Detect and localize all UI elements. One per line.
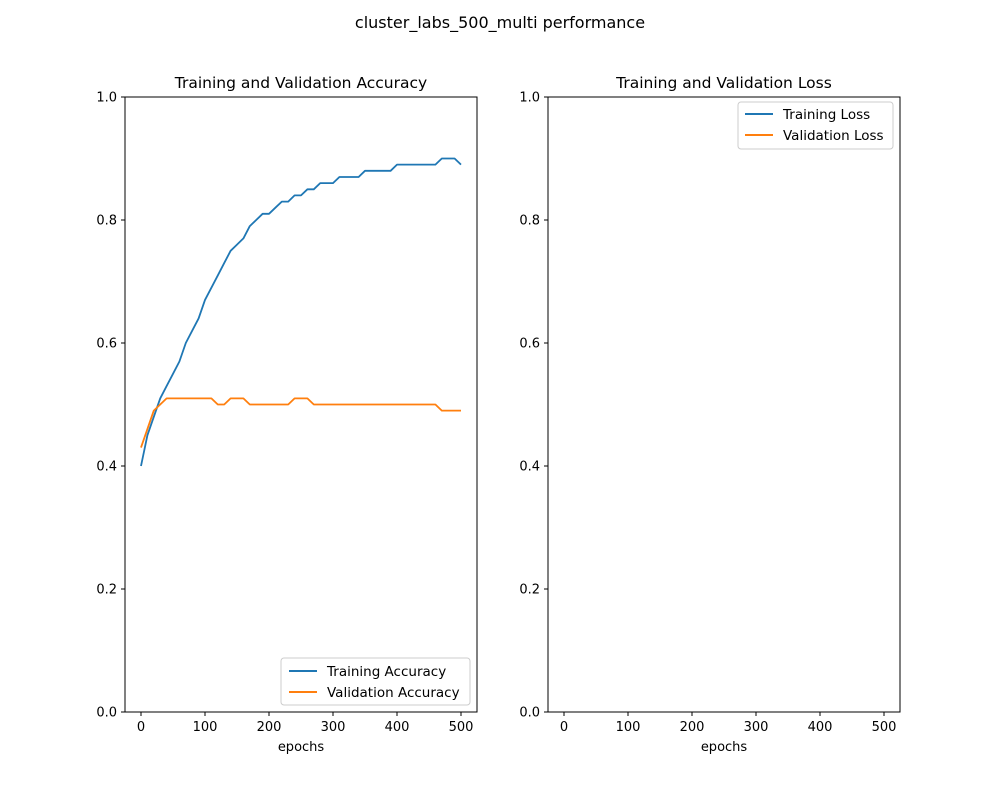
loss-x-tick-label: 100 <box>616 720 641 735</box>
accuracy-y-tick-label: 1.0 <box>96 91 117 106</box>
loss-y-ticks: 0.0 0.2 0.4 0.6 0.8 1.0 <box>519 91 548 721</box>
accuracy-plot-frame <box>124 96 478 713</box>
legend-label-training-loss: Training Loss <box>782 107 870 123</box>
accuracy-x-tick-label: 500 <box>449 720 474 735</box>
loss-x-tick-label: 0 <box>560 720 568 735</box>
series-line-validation-accuracy <box>140 397 461 448</box>
loss-chart-title: Training and Validation Loss <box>615 74 832 92</box>
loss-y-tick-label: 0.6 <box>519 337 540 352</box>
accuracy-y-tick-label: 0.2 <box>96 583 117 598</box>
accuracy-y-tick-label: 0.0 <box>96 706 117 721</box>
loss-x-tick-label: 500 <box>872 720 897 735</box>
accuracy-chart-title: Training and Validation Accuracy <box>174 74 427 92</box>
loss-x-tick-label: 300 <box>744 720 769 735</box>
accuracy-y-ticks: 0.0 0.2 0.4 0.6 0.8 1.0 <box>96 91 125 721</box>
accuracy-x-tick-label: 300 <box>321 720 346 735</box>
accuracy-x-axis-label: epochs <box>278 740 325 755</box>
legend-label-validation-accuracy: Validation Accuracy <box>327 685 460 701</box>
loss-y-tick-label: 0.8 <box>519 214 540 229</box>
loss-x-tick-label: 400 <box>808 720 833 735</box>
series-line-training-accuracy <box>140 157 462 467</box>
accuracy-x-tick-label: 0 <box>137 720 145 735</box>
accuracy-subplot: Training and Validation Accuracy 0 100 200… <box>96 74 478 755</box>
legend-label-training-accuracy: Training Accuracy <box>326 664 446 680</box>
accuracy-y-tick-label: 0.8 <box>96 214 117 229</box>
accuracy-legend[interactable]: Training Accuracy Validation Accuracy <box>280 657 471 706</box>
accuracy-y-tick-label: 0.4 <box>96 460 117 475</box>
accuracy-x-tick-label: 200 <box>257 720 282 735</box>
accuracy-x-tick-label: 100 <box>193 720 218 735</box>
accuracy-x-ticks: 0 100 200 300 400 500 <box>137 712 474 735</box>
accuracy-x-tick-label: 400 <box>385 720 410 735</box>
accuracy-series-group <box>140 157 462 467</box>
loss-plot-frame <box>547 96 901 713</box>
loss-x-axis-label: epochs <box>701 740 748 755</box>
loss-y-tick-label: 0.4 <box>519 460 540 475</box>
legend-label-validation-loss: Validation Loss <box>783 128 884 144</box>
loss-y-tick-label: 0.2 <box>519 583 540 598</box>
accuracy-y-tick-label: 0.6 <box>96 337 117 352</box>
loss-y-tick-label: 0.0 <box>519 706 540 721</box>
loss-subplot: Training and Validation Loss 0 100 200 300 4… <box>519 74 901 755</box>
loss-x-tick-label: 200 <box>680 720 705 735</box>
loss-x-ticks: 0 100 200 300 400 500 <box>560 712 897 735</box>
loss-legend-box <box>737 101 894 150</box>
figure-title: cluster_labs_500_multi performance <box>355 13 645 33</box>
accuracy-legend-box <box>280 657 471 706</box>
loss-legend[interactable]: Training Loss Validation Loss <box>737 101 894 150</box>
loss-y-tick-label: 1.0 <box>519 91 540 106</box>
